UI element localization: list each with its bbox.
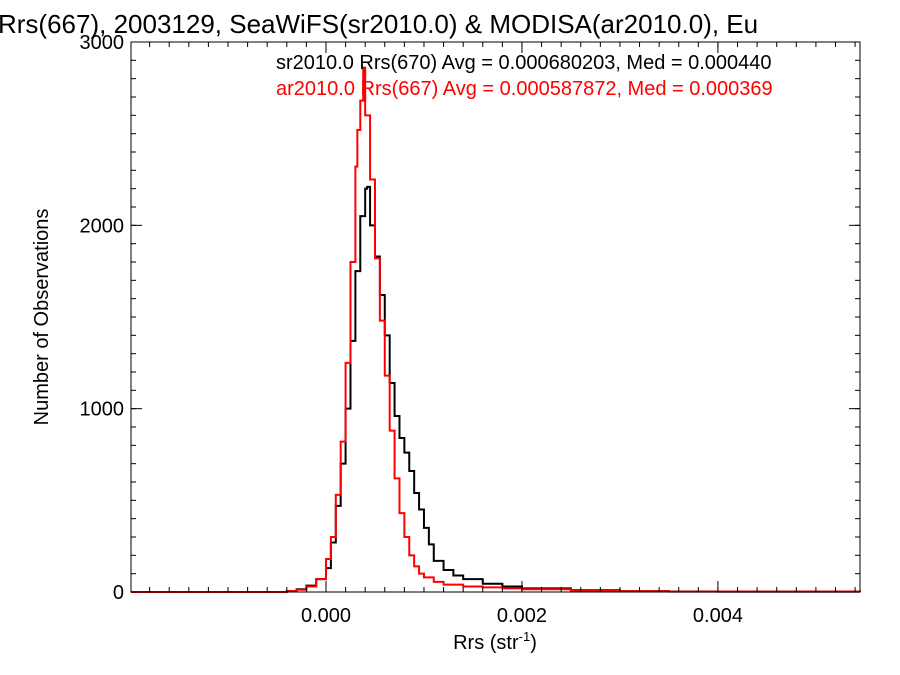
annotation-black: sr2010.0 Rrs(670) Avg = 0.000680203, Med… [276,52,772,74]
x-tick-label: 0.000 [301,605,351,627]
x-axis-label-superscript: -1 [519,629,531,644]
x-axis-label-main: Rrs (str [453,632,519,654]
x-tick-label: 0.004 [693,605,743,627]
tick-layer: 0.000 0.002 0.004 0 1000 2000 3000 [80,32,860,627]
histogram-series-0 [131,185,861,593]
x-axis-label-close: ) [530,632,537,654]
chart-title: Rrs(667), 2003129, SeaWiFS(sr2010.0) & M… [0,9,758,39]
y-tick-label: 3000 [80,32,125,54]
x-axis-label: Rrs (str-1) [453,629,537,654]
annotation-red: ar2010.0 Rrs(667) Avg = 0.000587872, Med… [276,78,773,100]
y-tick-label: 0 [113,582,124,604]
y-tick-label: 1000 [80,399,125,421]
histogram-series-1 [131,66,861,593]
x-tick-label: 0.002 [497,605,547,627]
y-tick-label: 2000 [80,215,125,237]
plot-frame [130,41,861,593]
series-layer [131,66,861,593]
y-axis-label: Number of Observations [31,209,53,426]
